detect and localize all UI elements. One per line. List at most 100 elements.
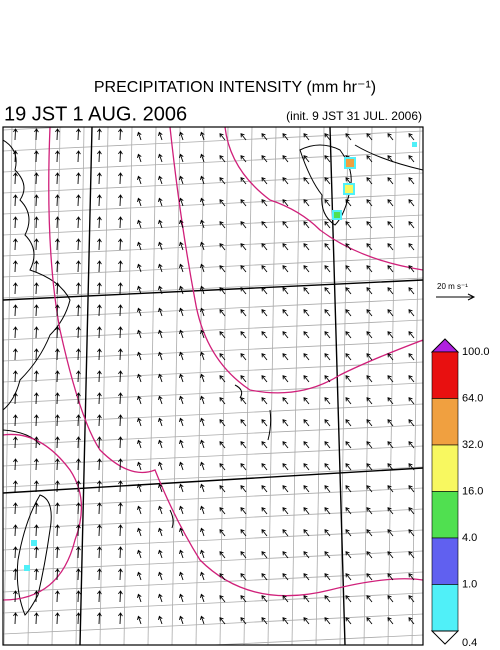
wind-arrow (97, 414, 102, 427)
wind-arrow (261, 551, 268, 559)
wind-arrow (158, 483, 163, 493)
wind-arrow (261, 287, 268, 295)
wind-arrow (324, 309, 331, 317)
wind-arrow (97, 348, 102, 361)
wind-arrow (219, 485, 226, 493)
wind-arrow (324, 265, 331, 273)
wind-arrow (13, 238, 18, 251)
wind-arrow (55, 590, 60, 603)
wind-arrow (158, 395, 163, 405)
wind-arrow (303, 595, 310, 603)
wind-arrow (240, 485, 247, 493)
wind-arrow (97, 568, 102, 581)
wind-arrow (200, 483, 205, 493)
wind-arrow (13, 414, 18, 427)
wind-arrow (261, 243, 268, 251)
wind-arrow (240, 155, 247, 163)
wind-arrow (282, 199, 289, 207)
wind-arrow (76, 282, 81, 295)
wind-arrow (200, 263, 205, 273)
grid-line (3, 550, 423, 572)
wind-arrow (55, 546, 60, 559)
wind-arrow (282, 309, 289, 317)
wind-arrow (366, 199, 373, 207)
wind-arrow (408, 573, 415, 581)
grid-line (243, 127, 253, 645)
wind-arrow (34, 370, 39, 383)
wind-arrow (34, 480, 39, 493)
wind-arrow (303, 529, 310, 537)
colorbar-label: 16.0 (462, 485, 483, 497)
wind-arrow (118, 436, 123, 449)
wind-arrow (97, 546, 102, 559)
wind-arrow (34, 216, 39, 229)
grid-line (460, 127, 468, 645)
wind-arrow (55, 458, 60, 471)
wind-arrow (137, 373, 142, 383)
wind-arrow (240, 199, 247, 207)
wind-arrow (13, 326, 18, 339)
wind-arrow (345, 485, 352, 493)
wind-arrow (76, 304, 81, 317)
wind-arrow (76, 172, 81, 185)
wind-arrow (13, 370, 18, 383)
wind-arrow (55, 414, 60, 427)
wind-arrow (408, 177, 415, 185)
grid-line (315, 127, 325, 645)
wind-arrow (219, 133, 226, 141)
wind-arrow (219, 617, 226, 625)
wind-arrow (158, 307, 163, 317)
precip-cell (344, 157, 356, 169)
wind-arrow (137, 549, 142, 559)
wind-arrow (366, 573, 373, 581)
grid-line (3, 277, 423, 299)
wind-arrow (97, 238, 102, 251)
wind-arrow (200, 197, 205, 207)
wind-arrow (13, 392, 18, 405)
colorbar-band (431, 537, 459, 585)
wind-arrow (137, 483, 142, 493)
contour-line (224, 127, 423, 271)
wind-arrow (324, 617, 331, 625)
wind-arrow (158, 615, 163, 625)
wind-arrow (137, 593, 142, 603)
wind-arrow (118, 260, 123, 273)
wind-arrow (282, 265, 289, 273)
wind-arrow (219, 155, 226, 163)
wind-arrow (55, 348, 60, 361)
wind-arrow (118, 194, 123, 207)
wind-arrow (158, 241, 163, 251)
wind-arrow (366, 529, 373, 537)
wind-arrow (387, 507, 394, 515)
wind-arrow (76, 590, 81, 603)
wind-arrow (34, 524, 39, 537)
wind-arrow (179, 461, 184, 471)
wind-arrow (97, 326, 102, 339)
wind-arrow (137, 351, 142, 361)
wind-arrow (55, 370, 60, 383)
wind-arrow (303, 199, 310, 207)
wind-arrow (118, 370, 123, 383)
wind-arrow (282, 463, 289, 471)
wind-arrow (34, 436, 39, 449)
grid-line (387, 127, 397, 645)
wind-arrow (282, 529, 289, 537)
wind-arrow (179, 307, 184, 317)
wind-arrow (261, 485, 268, 493)
wind-arrow (324, 551, 331, 559)
grid-line (3, 256, 423, 278)
wind-arrow (137, 175, 142, 185)
wind-arrow (13, 502, 18, 515)
coastline-taiwan (16, 494, 52, 616)
wind-arrow (387, 595, 394, 603)
wind-arrow (76, 150, 81, 163)
wind-arrow (219, 309, 226, 317)
wind-arrow (76, 370, 81, 383)
wind-arrow (137, 395, 142, 405)
wind-arrow (261, 529, 268, 537)
colorbar: 100.0 64.0 32.0 16.0 4.0 1.0 0.4 (430, 338, 490, 649)
wind-arrow (118, 546, 123, 559)
wind-arrow (13, 128, 18, 141)
wind-arrow (158, 593, 163, 603)
grid-line (3, 529, 423, 551)
